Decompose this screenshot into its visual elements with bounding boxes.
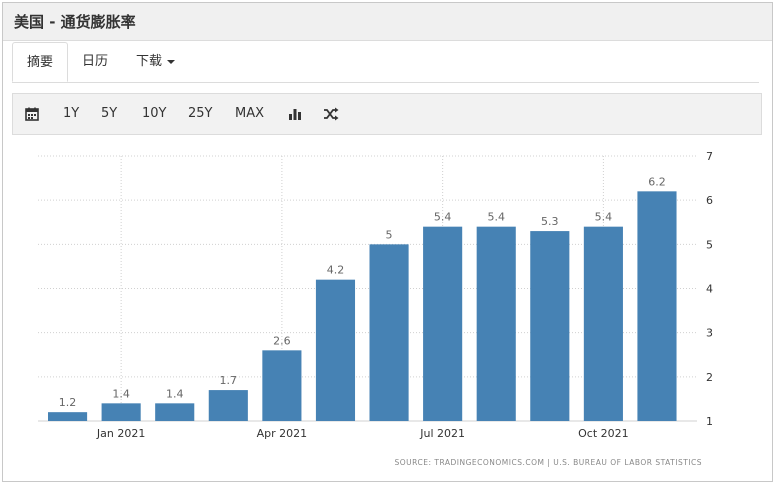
range-5y-button[interactable]: 5Y bbox=[101, 106, 118, 121]
range-1y-button[interactable]: 1Y bbox=[63, 106, 80, 121]
y-tick-label: 6 bbox=[706, 194, 713, 207]
calendar-icon[interactable] bbox=[25, 94, 39, 134]
range-max-button[interactable]: MAX bbox=[235, 106, 265, 121]
range-25y-button[interactable]: 25Y bbox=[188, 106, 213, 121]
bar-value-label: 2.6 bbox=[273, 334, 291, 347]
bar-value-label: 5.4 bbox=[487, 211, 505, 224]
bar-jul-2021[interactable] bbox=[423, 226, 463, 421]
bar-jun-2021[interactable] bbox=[369, 244, 409, 421]
bar-value-label: 1.7 bbox=[220, 374, 238, 387]
bar-oct-2021[interactable] bbox=[583, 226, 623, 421]
bar-dec-2020[interactable] bbox=[48, 412, 88, 421]
bar-jan-2021[interactable] bbox=[101, 403, 141, 421]
widget-header: 美国 - 通货膨胀率 bbox=[3, 3, 772, 41]
bar-chart-icon[interactable] bbox=[288, 94, 302, 134]
tab-summary[interactable]: 摘要 bbox=[12, 42, 69, 82]
bar-apr-2021[interactable] bbox=[262, 350, 302, 421]
y-tick-label: 4 bbox=[706, 283, 713, 296]
bar-aug-2021[interactable] bbox=[476, 226, 516, 421]
source-note: SOURCE: TRADINGECONOMICS.COM | U.S. BURE… bbox=[394, 458, 702, 467]
bar-nov-2021[interactable] bbox=[637, 191, 677, 421]
bar-may-2021[interactable] bbox=[315, 279, 356, 421]
chevron-down-icon bbox=[167, 59, 176, 64]
x-tick-label: Jan 2021 bbox=[96, 427, 145, 440]
y-tick-label: 2 bbox=[706, 371, 713, 384]
bar-sep-2021[interactable] bbox=[530, 231, 570, 421]
page-title: 美国 - 通货膨胀率 bbox=[14, 13, 136, 31]
bar-value-label: 4.2 bbox=[327, 264, 345, 277]
tab-calendar[interactable]: 日历 bbox=[82, 54, 109, 69]
bar-value-label: 6.2 bbox=[648, 175, 666, 188]
x-tick-label: Jul 2021 bbox=[419, 427, 465, 440]
y-tick-label: 3 bbox=[706, 327, 713, 340]
bar-value-label: 1.4 bbox=[112, 387, 130, 400]
bar-value-label: 1.4 bbox=[166, 387, 184, 400]
shuffle-icon[interactable] bbox=[323, 94, 339, 134]
bar-value-label: 5.4 bbox=[595, 211, 613, 224]
x-tick-label: Apr 2021 bbox=[257, 427, 308, 440]
y-tick-label: 1 bbox=[706, 415, 713, 428]
tab-download-label: 下载 bbox=[136, 54, 163, 69]
bar-feb-2021[interactable] bbox=[155, 403, 195, 421]
tab-download[interactable]: 下载 bbox=[122, 42, 189, 82]
tab-bar: 摘要 日历 下载 bbox=[12, 42, 759, 83]
y-tick-label: 7 bbox=[706, 150, 713, 163]
bar-value-label: 5.4 bbox=[434, 211, 452, 224]
y-tick-label: 5 bbox=[706, 238, 713, 251]
bar-value-label: 5.3 bbox=[541, 215, 559, 228]
x-tick-label: Oct 2021 bbox=[578, 427, 629, 440]
chart-toolbar: 1Y 5Y 10Y 25Y MAX bbox=[12, 93, 762, 135]
bar-mar-2021[interactable] bbox=[208, 390, 248, 421]
bar-value-label: 1.2 bbox=[59, 396, 77, 409]
bar-value-label: 5 bbox=[386, 228, 393, 241]
range-10y-button[interactable]: 10Y bbox=[142, 106, 167, 121]
